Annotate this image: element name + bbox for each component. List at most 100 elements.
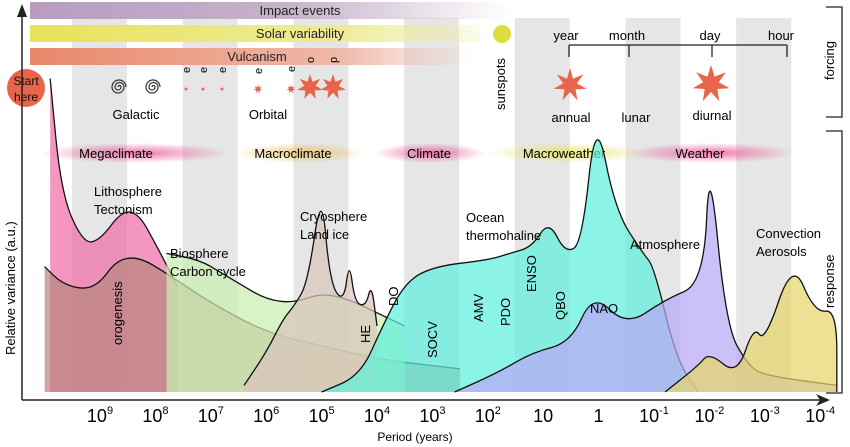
x-tick-label: 102 (475, 405, 501, 426)
galactic-label: Galactic (113, 107, 160, 122)
impact-events-bar (30, 2, 510, 19)
impact-events-label: Impact events (260, 3, 341, 18)
x-tick-label: 106 (253, 405, 279, 426)
timescale-bracket (568, 44, 788, 57)
series-label: Atmosphere (630, 237, 700, 252)
x-axis-label: Period (years) (377, 430, 452, 444)
response-bracket-label: response (822, 255, 837, 308)
regime-weather: Weather (676, 146, 726, 161)
x-tick-labels: 109 108 107 106 105 104 103 102 10 1 10-1 10-2 10-3 1… (87, 405, 835, 426)
sunspots-label: sunspots (493, 57, 508, 110)
regime-megaclimate: Megaclimate (79, 146, 153, 161)
timescale-year: year (553, 28, 579, 43)
y-axis-arrow-icon (17, 4, 27, 17)
orbital-star-icon (286, 84, 296, 94)
solar-variability-bar (30, 25, 480, 42)
forcing-bars: Impact events Solar variability Vulcanis… (30, 2, 510, 65)
annual-sun-icon (553, 68, 587, 101)
timescale-day: day (700, 28, 721, 43)
sunspot-icon (493, 25, 511, 43)
orbital-letter: o (305, 57, 317, 63)
annual-label: annual (551, 110, 590, 125)
series-line (664, 275, 838, 393)
annotation-label: SOCV (425, 321, 440, 358)
x-tick-label: 10-3 (750, 405, 780, 426)
series-line (454, 190, 837, 393)
series-area (244, 211, 377, 392)
series-label: Lithosphere (94, 184, 162, 199)
orbital-star-icon (297, 74, 323, 99)
orbital-letter: e (198, 67, 210, 73)
annotation-label: AMV (471, 294, 486, 323)
orbital-letter: e (217, 67, 229, 73)
galactic-spiral-icon (145, 79, 161, 94)
series-label: Carbon cycle (170, 264, 246, 279)
orbital-star-icon (253, 84, 263, 94)
start-label-line1: Start (13, 74, 39, 88)
diurnal-sun-icon (692, 65, 730, 102)
start-here-badge: Start here (7, 69, 45, 107)
x-tick-label: 109 (87, 405, 113, 426)
x-tick-label: 10 (533, 406, 553, 426)
vulcanism-bar (30, 48, 470, 65)
orbital-star-icon (183, 86, 189, 91)
series-line (321, 139, 699, 393)
orbital-star-icon (200, 86, 206, 91)
series-line (49, 78, 179, 287)
regime-macroweather: Macroweather (523, 146, 606, 161)
annotation-label: NAO (590, 301, 618, 316)
x-tick-label: 1 (594, 406, 604, 426)
y-axis-label: Relative variance (a.u.) (3, 221, 18, 355)
annotations: HE DO SOCV AMV PDO ENSO QBO NAO (358, 255, 618, 358)
galactic-spiral-icon (111, 79, 127, 94)
series-label: Ocean (466, 210, 504, 225)
side-brackets (826, 6, 843, 394)
x-tick-label: 10-4 (805, 405, 835, 426)
spectrum-areas (44, 78, 838, 393)
annotation-label: QBO (553, 291, 568, 320)
solar-variability-label: Solar variability (256, 26, 345, 41)
forcing-bracket-label: forcing (822, 41, 837, 80)
annotation-label: HE (358, 325, 373, 343)
x-tick-label: 107 (198, 405, 224, 426)
orbital-letter: p (328, 57, 340, 63)
x-tick-label: 105 (309, 405, 335, 426)
orbital-star-icon (320, 74, 346, 99)
galactic-icons (111, 79, 161, 94)
orbital-letter: e (253, 68, 265, 74)
axes (17, 4, 830, 406)
orbital-letter: e (286, 66, 298, 72)
x-tick-label: 104 (364, 405, 390, 426)
diurnal-label: diurnal (692, 108, 731, 123)
regime-climate: Climate (407, 146, 451, 161)
start-label-line2: here (14, 90, 38, 104)
series-label: Aerosols (756, 244, 807, 259)
orbital-icons: e e e e eo p (181, 57, 346, 99)
series-label: Tectonism (94, 202, 153, 217)
timescale-hour: hour (768, 28, 795, 43)
vulcanism-label: Vulcanism (227, 49, 286, 64)
series-line (243, 210, 378, 386)
lunar-label: lunar (622, 110, 652, 125)
regime-macroclimate: Macroclimate (254, 146, 331, 161)
orbital-letter: e (181, 67, 193, 73)
x-tick-label: 103 (419, 405, 445, 426)
series-label: Land ice (300, 227, 349, 242)
series-area (454, 191, 837, 392)
series-label: Convection (756, 226, 821, 241)
series-label: thermohaline (466, 228, 541, 243)
x-tick-label: 10-1 (639, 405, 669, 426)
orbital-star-icon (219, 86, 225, 91)
annotation-label: DO (386, 287, 401, 307)
regimes: Megaclimate Macroclimate Climate Macrowe… (40, 143, 795, 163)
series-area (665, 276, 837, 392)
x-tick-label: 10-2 (694, 405, 724, 426)
series-label: Biosphere (170, 246, 229, 261)
timescale-month: month (609, 28, 645, 43)
annotation-label: PDO (498, 298, 513, 326)
series-label: orogenesis (110, 281, 125, 345)
x-axis-arrow-icon (816, 394, 830, 406)
series-label: Cryosphere (300, 209, 367, 224)
x-tick-label: 108 (142, 405, 168, 426)
